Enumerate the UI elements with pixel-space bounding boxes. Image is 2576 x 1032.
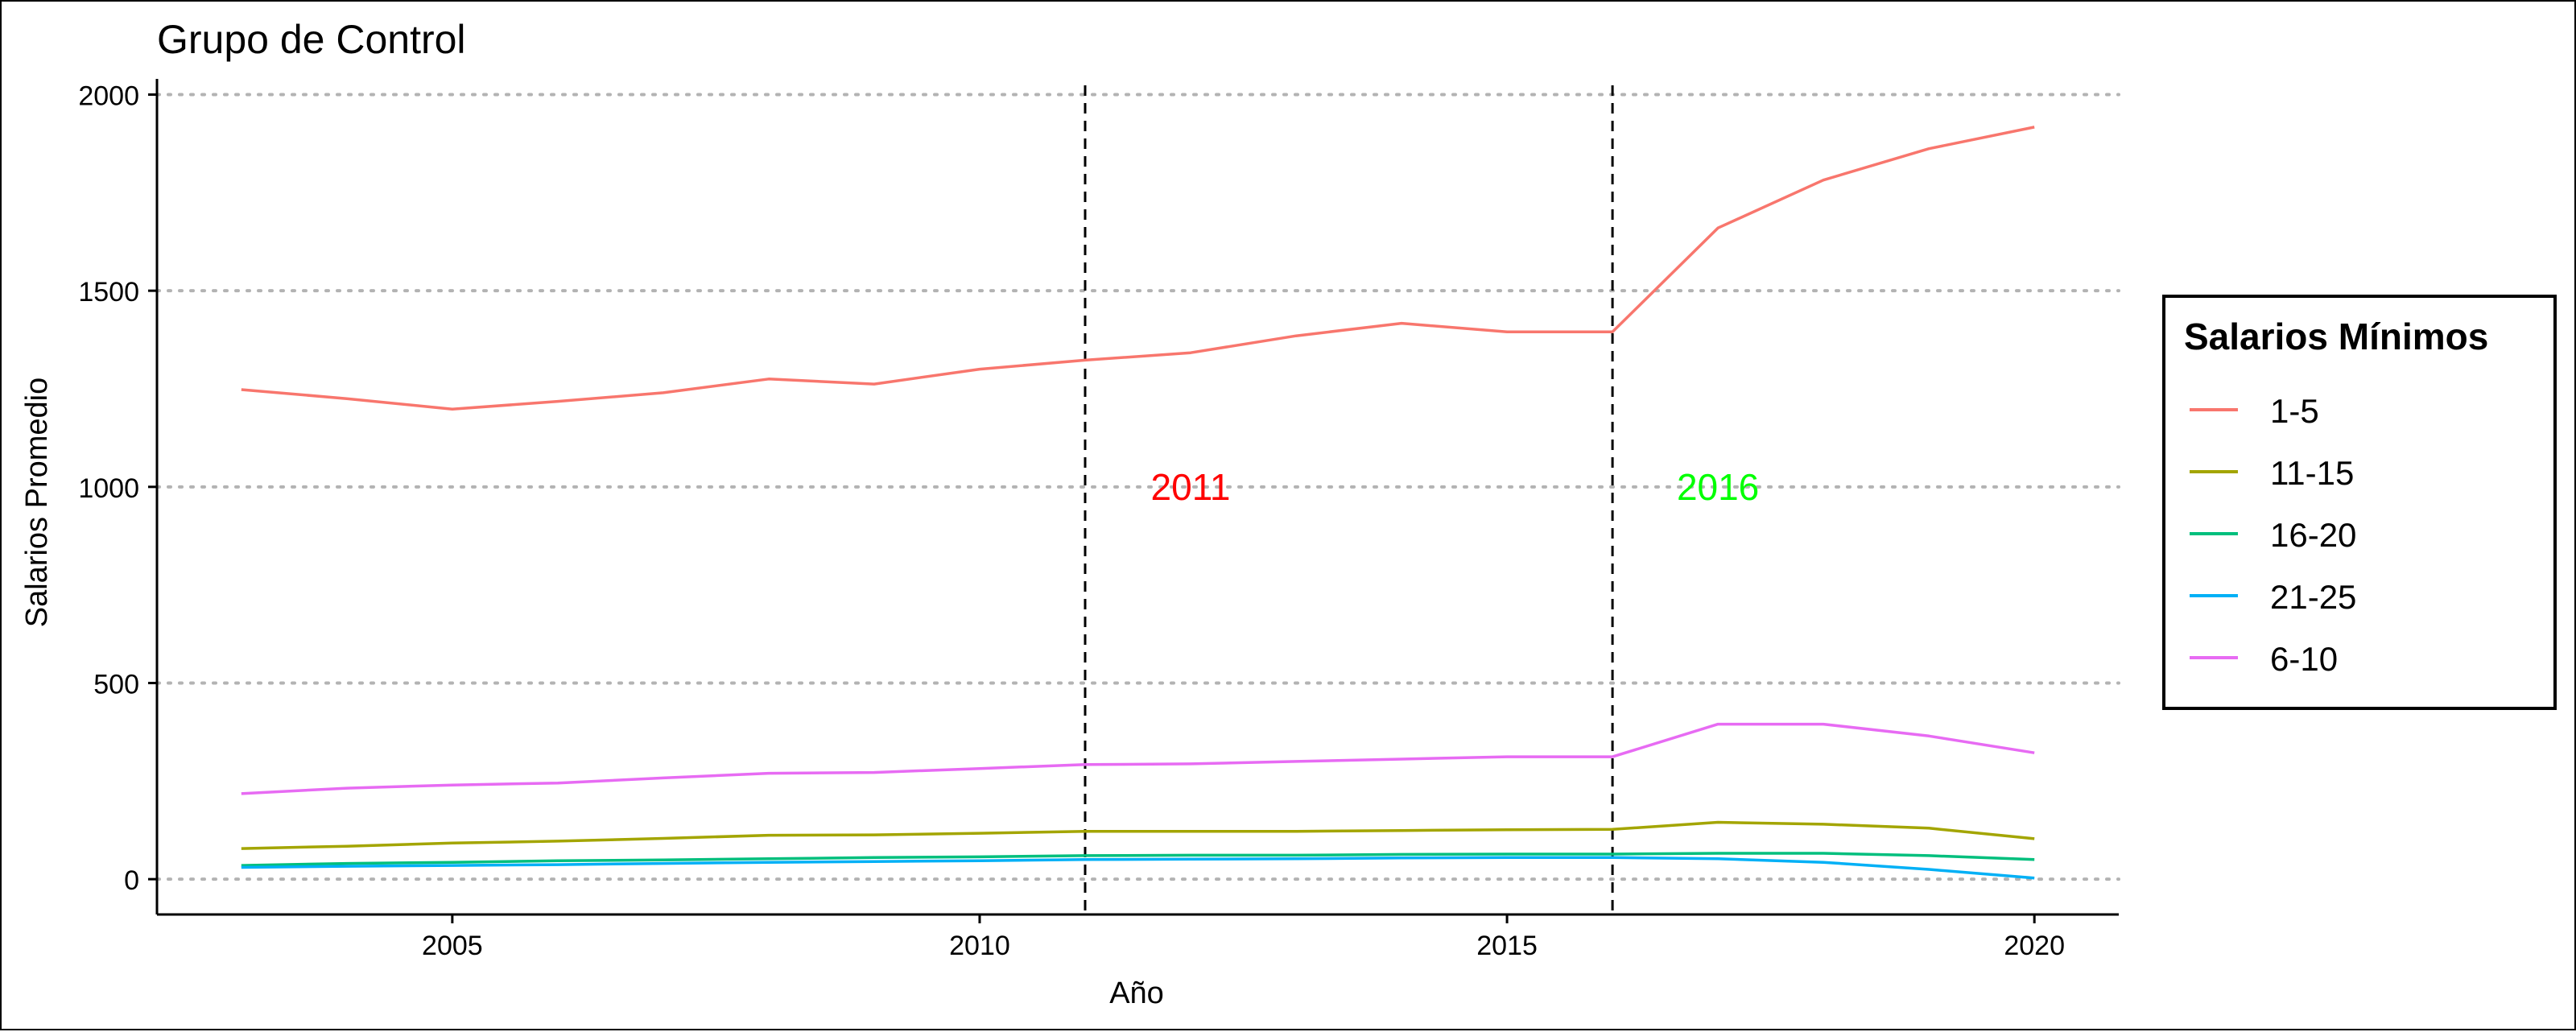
legend-box [2162, 295, 2557, 710]
legend-title: Salarios Mínimos [2184, 316, 2488, 357]
x-tick-label-2005: 2005 [422, 931, 483, 961]
x-tick-label-2010: 2010 [949, 931, 1010, 961]
series-line-21-25 [241, 856, 2035, 880]
annotation-2016: 2016 [1677, 466, 1759, 508]
y-tick-label-500: 500 [93, 669, 139, 700]
legend-label-6-10: 6-10 [2270, 640, 2338, 678]
annotation-2011: 2011 [1151, 466, 1231, 508]
legend-label-16-20: 16-20 [2270, 516, 2356, 554]
series-line-6-10 [241, 722, 2035, 795]
series-line-1-5 [241, 126, 2035, 411]
series-line-11-15 [241, 820, 2035, 850]
y-tick-label-1500: 1500 [78, 277, 139, 308]
x-tick-label-2015: 2015 [1476, 931, 1538, 961]
series-line-16-20 [241, 852, 2035, 867]
x-tick-label-2020: 2020 [2004, 931, 2065, 961]
y-tick-label-2000: 2000 [78, 80, 139, 111]
y-tick-label-1000: 1000 [78, 473, 139, 504]
y-tick-label-0: 0 [124, 865, 139, 896]
legend-label-11-15: 11-15 [2270, 454, 2354, 492]
chart-title: Grupo de Control [157, 17, 466, 62]
y-axis-label: Salarios Promedio [20, 378, 54, 627]
legend: Salarios Mínimos 1-5 11-15 16-20 21-25 6-10 [2162, 295, 2557, 710]
legend-label-1-5: 1-5 [2270, 392, 2319, 430]
legend-label-21-25: 21-25 [2270, 578, 2356, 616]
x-axis-label: Año [1109, 976, 1164, 1010]
